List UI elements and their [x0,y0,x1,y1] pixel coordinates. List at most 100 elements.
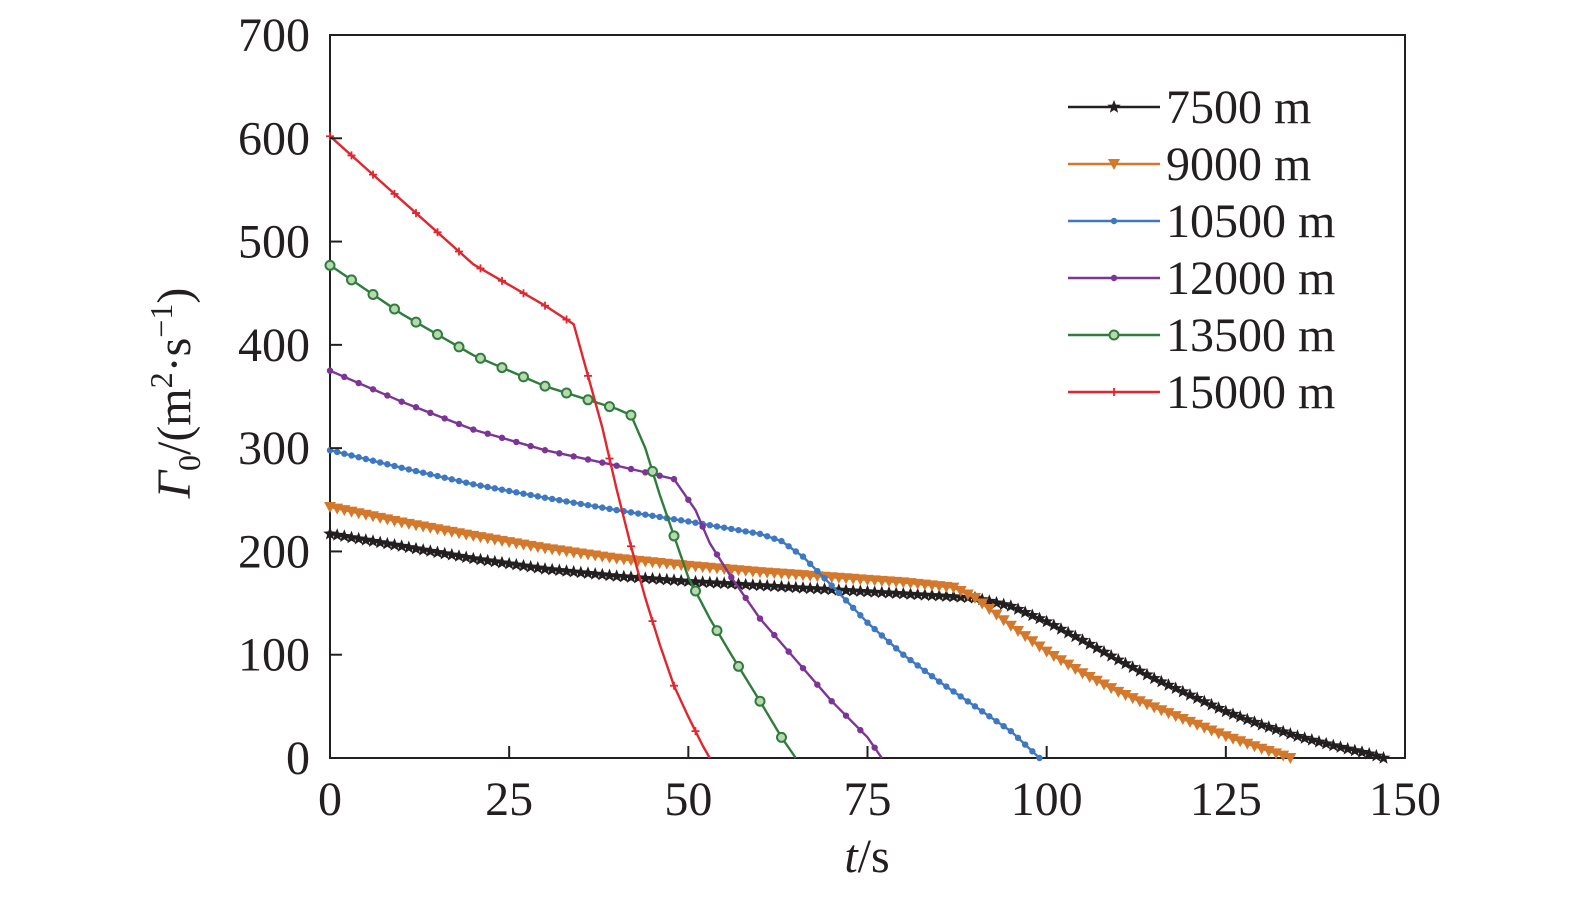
data-point-10500-m [391,462,398,470]
data-point-7500-m [1025,608,1039,622]
data-point-7500-m [760,578,774,592]
x-tick-label: 25 [485,773,533,826]
data-point-10500-m [670,516,678,523]
data-point-9000-m [1184,716,1196,728]
data-point-7500-m [538,562,552,575]
data-point-7500-m [387,538,402,551]
data-point-10500-m [799,553,807,560]
data-point-7500-m [982,594,996,607]
data-point-10500-m [1029,748,1036,755]
data-point-7500-m [567,564,581,578]
data-point-10500-m [427,471,434,478]
series-10500-m [326,447,1043,762]
data-point-7500-m [1075,633,1090,646]
data-point-7500-m [939,589,953,602]
data-point-12000-m [427,409,434,417]
data-point-10500-m [971,703,979,710]
data-point-9000-m [1112,686,1125,698]
data-point-15000-m [390,189,399,198]
data-point-10500-m [749,529,757,536]
data-point-7500-m [502,556,516,570]
data-point-7500-m [1212,701,1226,714]
data-point-7500-m [445,547,459,561]
data-point-7500-m [1169,681,1183,694]
y-axis-label-sup1: 2 [143,372,179,388]
data-point-15000-m [541,301,549,310]
data-point-7500-m [588,567,602,580]
data-point-7500-m [481,553,495,567]
data-point-7500-m [645,571,660,585]
data-point-7500-m [638,571,652,584]
data-point-7500-m [767,579,781,592]
data-point-12000-m [814,681,821,688]
data-point-10500-m [842,597,850,604]
data-point-10500-m [806,560,814,568]
data-point-7500-m [1133,664,1147,677]
data-point-10500-m [785,543,792,550]
data-point-7500-m [552,563,566,577]
data-point-9000-m [1069,663,1082,675]
data-point-9000-m [1176,713,1189,725]
data-point-7500-m [1018,605,1032,618]
y-tick-label: 500 [238,216,310,269]
data-point-7500-m [581,566,595,579]
series-line [329,135,711,759]
data-point-10500-m [792,548,800,555]
data-point-10500-m [376,459,384,466]
data-point-10500-m [498,486,506,493]
data-point-7500-m [1247,715,1262,728]
legend-label: 12000 m [1166,252,1335,305]
data-point-10500-m [849,604,857,612]
data-point-7500-m [903,587,918,600]
data-point-9000-m [1141,699,1153,711]
data-point-13500-m [539,380,551,392]
series-line [329,369,883,759]
data-point-7500-m [1348,743,1362,757]
data-point-7500-m [1283,727,1297,740]
legend-item: 15000 m [1068,366,1335,419]
data-point-7500-m [402,540,416,554]
y-axis-label-unit-open: /(m [148,388,201,455]
data-point-9000-m [1062,659,1075,671]
series-line [329,264,797,759]
data-point-7500-m [1355,745,1369,758]
data-point-10500-m [907,656,914,664]
data-point-9000-m [1055,655,1067,667]
data-point-9000-m [1083,672,1096,684]
data-point-7500-m [1312,734,1326,748]
data-point-7500-m [1083,637,1097,650]
data-point-7500-m [1097,645,1111,658]
data-point-9000-m [1119,689,1132,701]
data-point-7500-m [703,575,717,589]
data-point-7500-m [1255,717,1269,731]
data-point-12000-m [785,648,792,655]
data-point-10500-m [541,494,549,501]
data-point-15000-m [648,617,657,626]
data-point-13500-m [711,625,723,637]
data-point-7500-m [1333,740,1348,753]
data-point-9000-m [1090,675,1103,687]
data-point-10500-m [441,474,448,481]
data-point-10500-m [1021,741,1029,748]
legend-item: 12000 m [1068,252,1335,305]
data-point-13500-m [432,329,443,341]
data-point-9000-m [990,609,1003,621]
data-point-10500-m [470,481,477,488]
data-point-7500-m [1305,733,1319,746]
data-point-10500-m [362,455,370,463]
data-point-10500-m [928,672,936,680]
legend-item: 9000 m [1068,138,1311,191]
data-point-10500-m [871,625,878,633]
data-point-7500-m [989,595,1004,609]
data-point-15000-m [691,727,700,736]
data-point-9000-m [961,589,974,601]
data-point-10500-m [434,472,441,480]
data-point-7500-m [1341,741,1355,755]
data-point-10500-m [577,500,585,508]
data-point-7500-m [825,582,839,596]
data-point-7500-m [896,586,910,600]
data-point-10500-m [914,662,921,669]
data-point-7500-m [1126,660,1140,673]
data-point-9000-m [1040,646,1053,658]
data-point-13500-m [389,303,400,315]
